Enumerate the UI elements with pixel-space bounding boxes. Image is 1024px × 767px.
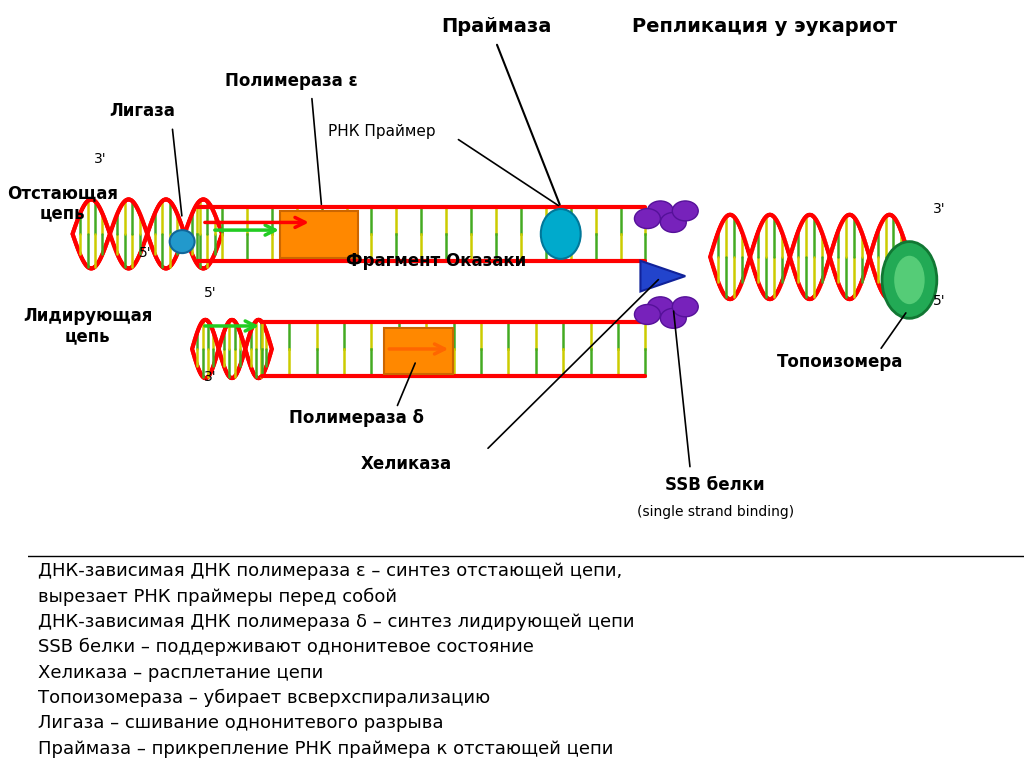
Text: 5': 5' [204,286,216,300]
Text: Полимераза ε: Полимераза ε [225,71,358,90]
Text: 3': 3' [94,152,106,166]
Text: Топоизомераза – убирает всверхспирализацию: Топоизомераза – убирает всверхспирализац… [38,689,489,707]
Text: SSB белки: SSB белки [666,476,765,494]
Circle shape [635,304,660,324]
Text: SSB белки – поддерживают однонитевое состояние: SSB белки – поддерживают однонитевое сос… [38,638,534,657]
Text: Лигаза – сшивание однонитевого разрыва: Лигаза – сшивание однонитевого разрыва [38,714,443,732]
Text: Лигаза: Лигаза [110,102,175,120]
Text: (single strand binding): (single strand binding) [637,505,794,518]
Circle shape [673,201,698,221]
Text: 5': 5' [139,246,152,260]
FancyBboxPatch shape [280,211,358,258]
Circle shape [647,297,674,317]
FancyBboxPatch shape [384,328,454,374]
Ellipse shape [882,242,937,318]
Text: РНК Праймер: РНК Праймер [328,124,435,140]
Text: 3': 3' [204,370,216,384]
Text: Топоизомера: Топоизомера [776,353,903,371]
Circle shape [635,209,660,229]
Text: Фрагмент Оказаки: Фрагмент Оказаки [346,252,526,270]
Text: Репликация у эукариот: Репликация у эукариот [633,18,897,36]
Ellipse shape [541,209,581,259]
Circle shape [647,201,674,221]
Text: ДНК-зависимая ДНК полимераза ε – синтез отстающей цепи,: ДНК-зависимая ДНК полимераза ε – синтез … [38,562,622,581]
Text: Отстающая
цепь: Отстающая цепь [7,184,118,222]
Text: 5': 5' [933,294,945,308]
Text: вырезает РНК праймеры перед собой: вырезает РНК праймеры перед собой [38,588,396,606]
Circle shape [660,212,686,232]
Circle shape [660,308,686,328]
Ellipse shape [170,230,195,253]
Ellipse shape [894,255,926,304]
Text: Праймаза: Праймаза [440,18,551,36]
Text: Хеликаза – расплетание цепи: Хеликаза – расплетание цепи [38,663,323,682]
Text: Полимераза δ: Полимераза δ [289,409,424,427]
Text: ДНК-зависимая ДНК полимераза δ – синтез лидирующей цепи: ДНК-зависимая ДНК полимераза δ – синтез … [38,613,634,631]
Polygon shape [640,261,685,291]
Circle shape [673,297,698,317]
Text: Лидирующая
цепь: Лидирующая цепь [23,307,153,345]
Text: Хеликаза: Хеликаза [360,455,452,473]
Text: 3': 3' [933,202,945,216]
Text: Праймаза – прикрепление РНК праймера к отстающей цепи: Праймаза – прикрепление РНК праймера к о… [38,739,613,758]
